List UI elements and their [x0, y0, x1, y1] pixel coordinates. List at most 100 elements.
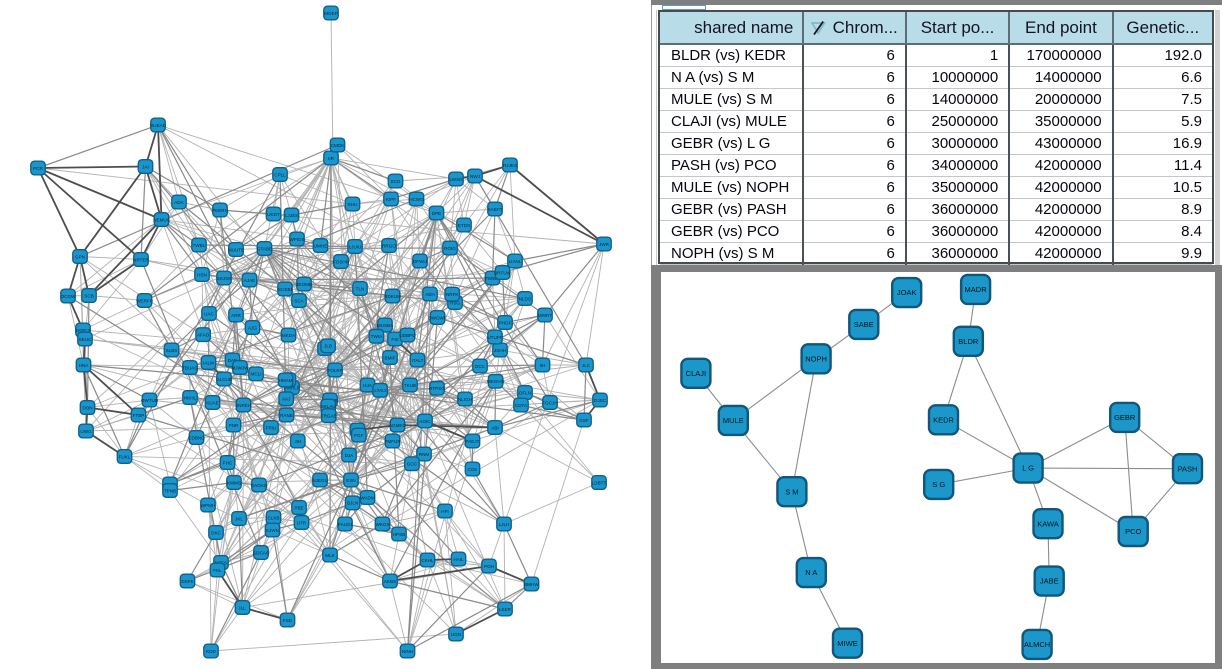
svg-text:SCG: SCG [391, 179, 401, 184]
svg-text:AFAO: AFAO [197, 332, 210, 337]
svg-text:S M: S M [785, 487, 798, 496]
svg-text:DJA: DJA [345, 453, 355, 458]
svg-text:MULE: MULE [723, 416, 744, 425]
svg-text:UGN: UGN [451, 632, 461, 637]
svg-text:JLC: JLC [582, 363, 591, 368]
svg-text:POH: POH [484, 564, 494, 569]
svg-text:UTUPF: UTUPF [487, 335, 503, 340]
svg-text:ROIG: ROIG [444, 246, 456, 251]
svg-text:HPSB: HPSB [393, 532, 406, 537]
svg-text:URTUW: URTUW [494, 270, 512, 275]
svg-text:LTAIJ: LTAIJ [374, 388, 385, 393]
svg-text:CLAJI: CLAJI [686, 369, 706, 378]
svg-text:WPMH: WPMH [201, 503, 216, 508]
svg-text:MKDA: MKDA [282, 333, 296, 338]
svg-text:SCB: SCB [84, 293, 93, 298]
svg-text:PEERH: PEERH [212, 208, 228, 213]
svg-text:CPLL: CPLL [274, 172, 286, 177]
svg-text:RNM: RNM [419, 452, 430, 457]
svg-text:JSHH: JSHH [494, 348, 506, 353]
svg-text:MADR: MADR [965, 285, 988, 294]
svg-text:OAOAO: OAOAO [251, 483, 268, 488]
svg-text:CDBNO: CDBNO [188, 435, 205, 440]
svg-text:SEUC: SEUC [79, 337, 92, 342]
svg-text:KMMS: KMMS [227, 480, 241, 485]
svg-text:SCA: SCA [294, 298, 304, 303]
svg-text:PASH: PASH [1178, 464, 1198, 473]
svg-text:GCC: GCC [407, 462, 418, 467]
svg-text:LEER: LEER [499, 607, 512, 612]
svg-text:FUKL: FUKL [119, 454, 131, 459]
svg-text:NRTER: NRTER [133, 257, 149, 262]
svg-text:GSF: GSF [579, 418, 589, 423]
svg-text:TBUAG: TBUAG [182, 365, 198, 370]
svg-text:GDCAO: GDCAO [253, 550, 270, 555]
svg-text:AJG: AJG [248, 325, 257, 330]
svg-text:TLN: TLN [356, 286, 365, 291]
svg-text:NEMUS: NEMUS [153, 217, 170, 222]
svg-text:ARR: ARR [231, 313, 241, 318]
svg-text:NINH: NINH [402, 649, 413, 654]
svg-text:CLKB: CLKB [267, 515, 279, 520]
svg-text:JAI: JAI [142, 164, 149, 169]
svg-text:BLDR: BLDR [958, 337, 979, 346]
svg-text:MUUTE: MUUTE [228, 247, 244, 252]
svg-text:PMRLP: PMRLP [284, 385, 300, 390]
svg-text:DAN: DAN [228, 358, 238, 363]
svg-text:NRFK: NRFK [446, 292, 459, 297]
svg-text:CKHL: CKHL [421, 558, 434, 563]
svg-text:ABI: ABI [491, 425, 498, 430]
svg-text:SLBS: SLBS [166, 348, 178, 353]
svg-text:LJJSS: LJJSS [285, 213, 298, 218]
svg-text:FHC: FHC [223, 460, 233, 465]
svg-text:DKC: DKC [211, 530, 221, 535]
svg-text:IIR: IIR [328, 156, 335, 161]
svg-text:AKBS: AKBS [384, 579, 396, 584]
svg-text:ALMCH: ALMCH [1024, 640, 1050, 649]
svg-text:GTABE: GTABE [257, 246, 272, 251]
svg-text:MWRT: MWRT [538, 313, 552, 318]
svg-text:NLDO: NLDO [519, 296, 532, 301]
svg-text:DJSC: DJSC [594, 398, 607, 403]
svg-text:SCEBI: SCEBI [278, 287, 292, 292]
svg-text:SKLAU: SKLAU [321, 404, 336, 409]
svg-text:HNA: HNA [79, 363, 90, 368]
svg-text:KDD: KDD [206, 649, 216, 654]
svg-text:CGK: CGK [468, 467, 479, 472]
svg-text:HKHL: HKHL [184, 395, 197, 400]
svg-text:SSJSK: SSJSK [217, 276, 232, 281]
svg-text:HJA: HJA [363, 383, 373, 388]
svg-text:SABE: SABE [854, 320, 874, 329]
svg-text:FKL: FKL [213, 568, 222, 573]
svg-text:EKPCS: EKPCS [75, 328, 91, 333]
svg-text:N A: N A [805, 568, 817, 577]
svg-text:HAIL: HAIL [453, 557, 464, 562]
svg-text:FOSHN: FOSHN [333, 259, 349, 264]
svg-text:WKGS: WKGS [375, 522, 389, 527]
svg-text:FSI: FSI [391, 337, 398, 342]
svg-text:SABFT: SABFT [488, 207, 503, 212]
svg-text:HMAM: HMAM [279, 378, 293, 383]
svg-text:TWBL: TWBL [193, 243, 206, 248]
svg-text:BMHW: BMHW [524, 582, 539, 587]
svg-text:HFI: HFI [441, 509, 448, 514]
svg-text:GEBR: GEBR [1114, 413, 1136, 422]
svg-text:JABE: JABE [1040, 577, 1059, 586]
svg-text:JIH: JIH [294, 439, 301, 444]
svg-text:DFLN: DFLN [519, 390, 531, 395]
svg-text:PAEJT: PAEJT [466, 439, 480, 444]
svg-text:DUEAD: DUEAD [150, 123, 167, 128]
svg-text:JKL: JKL [235, 516, 243, 521]
svg-text:JNREH: JNREH [236, 403, 251, 408]
svg-text:DFWIJ: DFWIJ [413, 259, 427, 264]
svg-text:RHU: RHU [348, 202, 358, 207]
svg-text:UAC: UAC [204, 311, 214, 316]
svg-text:DPE: DPE [432, 211, 441, 216]
svg-text:AJAE: AJAE [244, 278, 256, 283]
svg-text:MOEP: MOEP [324, 11, 338, 16]
svg-text:FRIU: FRIU [266, 425, 277, 430]
svg-text:TWIA: TWIA [371, 334, 383, 339]
svg-text:GLCUE: GLCUE [216, 377, 232, 382]
svg-text:TRGAE: TRGAE [321, 413, 337, 418]
svg-text:PCR: PCR [33, 166, 43, 171]
